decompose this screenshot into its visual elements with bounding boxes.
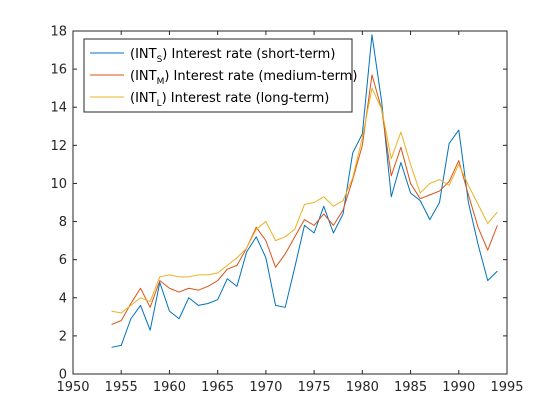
x-tick-label: 1960: [153, 380, 186, 395]
legend-entry-label: (INTS) Interest rate (short-term): [130, 47, 335, 65]
x-axis: 1950 1955 1960 1965 1970 1975 1980 1985 1990 1995: [56, 31, 524, 395]
y-axis: 0 2 4 6 8 10 12 14 16 18: [50, 25, 507, 383]
y-tick-label: 6: [59, 253, 67, 268]
series-line-m: [111, 74, 498, 325]
y-tick-label: 16: [50, 63, 67, 78]
plot-frame: [72, 30, 508, 375]
y-tick-label: 0: [59, 368, 67, 383]
x-tick-label: 1980: [346, 380, 379, 395]
legend: (INTS) Interest rate (short-term) (INTM) …: [83, 38, 357, 113]
y-tick-label: 18: [50, 25, 67, 40]
legend-entry-label: (INTL) Interest rate (long-term): [130, 91, 329, 109]
x-tick-label: 1985: [394, 380, 427, 395]
series-line-l: [111, 87, 498, 314]
x-tick-label: 1995: [490, 380, 523, 395]
x-tick-label: 1970: [249, 380, 282, 395]
y-tick-label: 10: [50, 177, 67, 192]
x-tick-label: 1950: [56, 380, 89, 395]
y-tick-label: 14: [50, 101, 67, 116]
y-tick-label: 8: [59, 215, 67, 230]
y-tick-label: 12: [50, 139, 67, 154]
legend-entry-label: (INTM) Interest rate (medium-term): [130, 69, 357, 87]
x-tick-label: 1990: [442, 380, 475, 395]
series-layer: [111, 34, 498, 348]
x-tick-label: 1965: [201, 380, 234, 395]
series-line-s: [111, 34, 498, 348]
legend-box: [83, 38, 353, 113]
x-tick-label: 1955: [105, 380, 138, 395]
y-tick-label: 4: [59, 291, 67, 306]
x-tick-label: 1975: [298, 380, 331, 395]
y-tick-label: 2: [59, 329, 67, 344]
